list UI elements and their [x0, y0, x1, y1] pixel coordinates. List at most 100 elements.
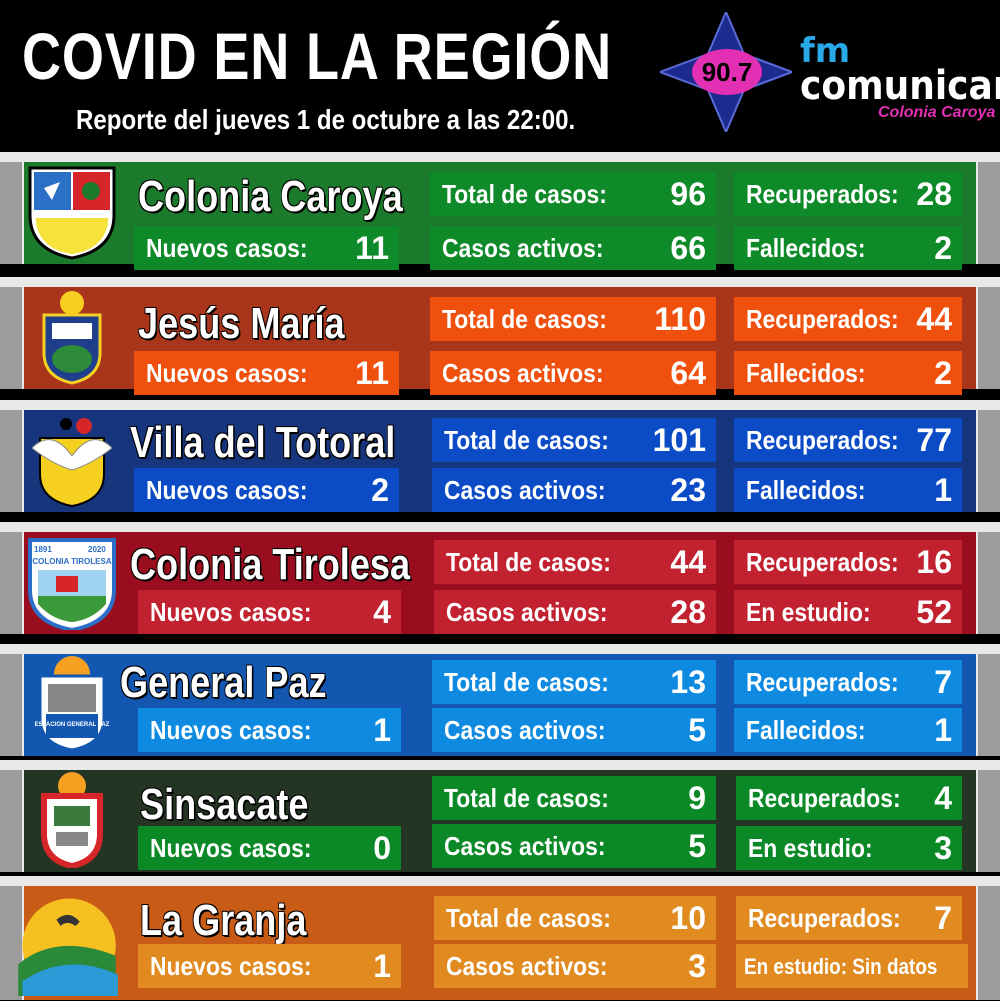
total-cases-label: Total de casos:	[446, 903, 611, 933]
total-cases-box: Total de casos: 10	[434, 896, 716, 940]
active-cases-box: Casos activos: 23	[432, 468, 716, 512]
active-cases-label: Casos activos:	[444, 715, 606, 745]
city-row-sinsacate: Sinsacate Nuevos casos: 0 Total de casos…	[0, 760, 1000, 872]
deaths-box: Fallecidos: 2	[734, 351, 962, 395]
in-study-box: En estudio: Sin datos	[736, 944, 968, 988]
new-cases-value: 11	[355, 230, 389, 266]
deaths-label: Fallecidos:	[746, 233, 866, 263]
crest-text: ESTACION GENERAL PAZ	[35, 722, 110, 728]
deaths-value: 1	[934, 472, 952, 508]
new-cases-value: 0	[373, 830, 391, 866]
recovered-box: Recuperados: 77	[734, 418, 962, 462]
total-cases-label: Total de casos:	[446, 547, 611, 577]
city-row-villa-del-totoral: Villa del Totoral Nuevos casos: 2 Total …	[0, 400, 1000, 512]
recovered-label: Recuperados:	[746, 425, 899, 455]
row-side-right	[978, 654, 1000, 756]
recovered-box: Recuperados: 16	[734, 540, 962, 584]
report-subtitle: Reporte del jueves 1 de octubre a las 22…	[76, 104, 576, 135]
new-cases-value: 1	[373, 948, 391, 984]
row-side-left	[0, 410, 22, 512]
colonia-caroya-crest-icon	[22, 160, 122, 260]
total-cases-value: 101	[652, 422, 706, 458]
new-cases-box: Nuevos casos: 0	[138, 826, 401, 870]
new-cases-label: Nuevos casos:	[146, 233, 308, 263]
active-cases-value: 66	[670, 230, 706, 266]
recovered-value: 4	[934, 780, 952, 816]
in-study-value: 52	[916, 594, 952, 630]
active-cases-value: 23	[670, 472, 706, 508]
new-cases-box: Nuevos casos: 11	[134, 226, 399, 270]
in-study-value: 3	[934, 830, 952, 866]
radio-logo-name: comunicar	[800, 63, 1000, 109]
row-side-right	[978, 886, 1000, 1000]
total-cases-label: Total de casos:	[444, 425, 609, 455]
active-cases-box: Casos activos: 66	[430, 226, 716, 270]
recovered-box: Recuperados: 7	[736, 896, 962, 940]
crest-text: COLONIA TIROLESA	[32, 557, 111, 566]
city-name: Sinsacate	[140, 780, 309, 829]
total-cases-label: Total de casos:	[442, 304, 607, 334]
total-cases-label: Total de casos:	[442, 179, 607, 209]
row-side-right	[978, 770, 1000, 872]
total-cases-box: Total de casos: 96	[430, 172, 716, 216]
page-title: COVID EN LA REGIÓN	[22, 19, 613, 93]
active-cases-label: Casos activos:	[446, 951, 608, 981]
active-cases-box: Casos activos: 3	[434, 944, 716, 988]
radio-logo-prefix: fm	[800, 31, 851, 71]
radio-frequency-badge: 90.7	[692, 49, 762, 95]
colonia-tirolesa-crest-icon: 1891 2020 COLONIA TIROLESA	[22, 530, 122, 633]
new-cases-box: Nuevos casos: 4	[138, 590, 401, 634]
deaths-value: 2	[934, 355, 952, 391]
deaths-label: Fallecidos:	[746, 358, 866, 388]
city-name: Colonia Caroya	[138, 172, 403, 221]
recovered-value: 7	[934, 664, 952, 700]
deaths-label: Fallecidos:	[746, 475, 866, 505]
active-cases-value: 5	[688, 712, 706, 748]
active-cases-value: 3	[688, 948, 706, 984]
new-cases-value: 4	[373, 594, 391, 630]
crest-year-left: 1891	[34, 545, 52, 554]
row-side-left	[0, 770, 22, 872]
recovered-box: Recuperados: 28	[734, 172, 962, 216]
active-cases-box: Casos activos: 28	[434, 590, 716, 634]
new-cases-box: Nuevos casos: 1	[138, 944, 401, 988]
total-cases-value: 96	[670, 176, 706, 212]
deaths-box: Fallecidos: 2	[734, 226, 962, 270]
active-cases-label: Casos activos:	[442, 358, 604, 388]
active-cases-label: Casos activos:	[444, 475, 606, 505]
new-cases-label: Nuevos casos:	[150, 597, 312, 627]
total-cases-value: 10	[670, 900, 706, 936]
total-cases-box: Total de casos: 101	[432, 418, 716, 462]
villa-del-totoral-crest-icon	[22, 408, 122, 508]
active-cases-value: 5	[688, 828, 706, 864]
recovered-label: Recuperados:	[746, 667, 899, 697]
la-granja-crest-icon	[14, 890, 120, 996]
city-name: Villa del Totoral	[130, 418, 396, 467]
row-side-left	[0, 654, 22, 756]
active-cases-value: 28	[670, 594, 706, 630]
new-cases-label: Nuevos casos:	[146, 475, 308, 505]
recovered-value: 28	[916, 176, 952, 212]
radio-logo-location: Colonia Caroya	[878, 104, 996, 121]
header: COVID EN LA REGIÓN Reporte del jueves 1 …	[0, 0, 1000, 152]
active-cases-box: Casos activos: 5	[432, 824, 716, 868]
active-cases-box: Casos activos: 64	[430, 351, 716, 395]
deaths-label: Fallecidos:	[746, 715, 866, 745]
total-cases-value: 44	[670, 544, 706, 580]
city-name: Colonia Tirolesa	[130, 540, 411, 589]
in-study-box: En estudio: 3	[736, 826, 962, 870]
recovered-label: Recuperados:	[746, 547, 899, 577]
recovered-box: Recuperados: 44	[734, 297, 962, 341]
deaths-value: 2	[934, 230, 952, 266]
total-cases-label: Total de casos:	[444, 667, 609, 697]
crest-year-right: 2020	[88, 545, 106, 554]
in-study-label: En estudio:	[748, 833, 873, 863]
recovered-value: 44	[916, 301, 952, 337]
total-cases-box: Total de casos: 110	[430, 297, 716, 341]
recovered-value: 16	[916, 544, 952, 580]
new-cases-label: Nuevos casos:	[150, 951, 312, 981]
row-side-left	[0, 287, 22, 389]
new-cases-box: Nuevos casos: 1	[138, 708, 401, 752]
in-study-label: En estudio:	[746, 597, 871, 627]
active-cases-label: Casos activos:	[446, 597, 608, 627]
